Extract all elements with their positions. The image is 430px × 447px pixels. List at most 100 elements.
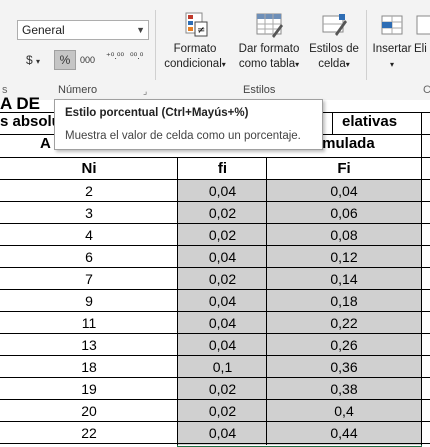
group-divider <box>366 10 367 80</box>
grid-line <box>0 201 430 202</box>
format-as-table-label-1: Dar formato <box>238 43 300 55</box>
grid-line <box>0 333 430 334</box>
cell-fi[interactable]: 0,04 <box>208 315 237 331</box>
conditional-format-button[interactable]: ≠ Formato condicional▾ <box>160 10 230 72</box>
cell-fi-cumulative[interactable]: 0,18 <box>330 293 358 309</box>
header-relative: elativas <box>342 113 398 130</box>
percent-style-button[interactable]: % <box>54 50 76 70</box>
cell-ni[interactable]: 13 <box>81 337 97 353</box>
grid-line <box>421 112 422 445</box>
delete-label: Eli <box>414 43 427 55</box>
chevron-down-icon: ▾ <box>36 57 41 66</box>
cell-styles-button[interactable]: Estilos de celda▾ <box>306 10 362 72</box>
currency-icon: $ <box>26 53 33 67</box>
thousands-icon: 000 <box>80 55 96 65</box>
cell-fi-cumulative[interactable]: 0,14 <box>330 271 358 287</box>
chevron-down-icon: ▾ <box>345 60 350 69</box>
currency-button[interactable]: $ ▾ <box>26 53 40 67</box>
cell-ni[interactable]: 22 <box>81 425 97 441</box>
chevron-down-icon: ▾ <box>295 60 300 69</box>
cell-fi-cumulative[interactable]: 0,26 <box>330 337 358 353</box>
cell-fi[interactable]: 0,02 <box>208 403 237 419</box>
percent-icon: % <box>59 53 71 67</box>
decrease-decimal-button[interactable]: ⁰⁰.⁰ <box>130 52 148 61</box>
cell-fi[interactable]: 0,04 <box>208 183 237 199</box>
cell-fi-cumulative[interactable]: 0,06 <box>330 205 358 221</box>
grid-line <box>0 179 430 180</box>
chevron-down-icon: ▾ <box>221 60 226 69</box>
grid-line <box>266 157 267 445</box>
cell-fi-cumulative[interactable]: 0,4 <box>334 403 354 419</box>
cell-fi-cumulative[interactable]: 0,12 <box>330 249 358 265</box>
ribbon: General ▼ $ ▾ % 000 ⁺⁰.⁰⁰ ⁰⁰.⁰ s Número … <box>0 0 430 101</box>
number-format-dropdown[interactable]: General ▼ <box>17 20 149 40</box>
table-title-partial: A DE <box>0 94 40 113</box>
partial-group-label-right: C <box>423 84 430 96</box>
grid-line <box>177 157 178 445</box>
chevron-down-icon: ▼ <box>136 25 145 35</box>
cell-ni[interactable]: 11 <box>81 315 97 331</box>
selected-range[interactable] <box>178 180 421 445</box>
cell-ni[interactable]: 9 <box>85 293 93 309</box>
cell-fi[interactable]: 0,04 <box>208 293 237 309</box>
cell-ni[interactable]: 19 <box>81 381 97 397</box>
cell-fi[interactable]: 0,04 <box>208 425 237 441</box>
cell-fi[interactable]: 0,02 <box>208 205 237 221</box>
delete-button[interactable]: Eli <box>414 10 430 57</box>
grid-line <box>0 112 80 113</box>
number-group-label: Número <box>58 84 98 96</box>
thousands-separator-button[interactable]: 000 <box>80 55 95 65</box>
cell-ni[interactable]: 2 <box>85 183 93 199</box>
cell-styles-label-1: Estilos de <box>309 43 359 55</box>
conditional-format-label-2: condicional <box>164 58 222 70</box>
grid-line <box>310 134 430 135</box>
cell-fi-cumulative[interactable]: 0,36 <box>330 359 358 375</box>
insert-cells-icon <box>377 10 407 40</box>
dialog-launcher-icon[interactable]: ⌟ <box>143 86 148 96</box>
grid-line <box>0 157 430 158</box>
cell-fi-cumulative[interactable]: 0,44 <box>330 425 358 441</box>
insert-button[interactable]: Insertar ▾ <box>370 10 414 72</box>
cell-ni[interactable]: 18 <box>81 359 97 375</box>
spreadsheet-grid[interactable]: A DE s absolu elativas A umulada Ni fi F… <box>0 94 430 447</box>
conditional-format-icon: ≠ <box>180 10 210 40</box>
percent-style-tooltip: Estilo porcentual (Ctrl+Mayús+%) Muestra… <box>54 99 323 150</box>
grid-line <box>0 245 430 246</box>
cell-fi-cumulative[interactable]: 0,04 <box>330 183 358 199</box>
cell-fi[interactable]: 0,02 <box>208 381 237 397</box>
chevron-down-icon: ▾ <box>389 60 394 69</box>
cell-ni[interactable]: 3 <box>85 205 93 221</box>
conditional-format-label-1: Formato <box>173 43 217 55</box>
grid-line <box>0 355 430 356</box>
partial-group-label-left: s <box>2 84 8 96</box>
grid-line <box>0 134 60 135</box>
col-header-fi: fi <box>217 160 228 177</box>
header-cumulative: umulada <box>313 135 375 152</box>
cell-fi[interactable]: 0,04 <box>208 249 237 265</box>
header-absolute: s absolu <box>0 113 61 130</box>
tooltip-title: Estilo porcentual (Ctrl+Mayús+%) <box>65 107 249 119</box>
format-as-table-icon <box>254 10 284 40</box>
cell-fi[interactable]: 0,04 <box>208 337 237 353</box>
header-a: A <box>40 135 51 152</box>
tooltip-description: Muestra el valor de celda como un porcen… <box>65 130 301 142</box>
grid-line <box>0 443 430 444</box>
cell-fi[interactable]: 0,02 <box>208 227 237 243</box>
col-header-ni: Ni <box>81 160 97 177</box>
format-as-table-label-2: como tabla <box>238 58 296 70</box>
cell-fi-cumulative[interactable]: 0,22 <box>330 315 358 331</box>
grid-line <box>332 112 333 134</box>
increase-decimal-button[interactable]: ⁺⁰.⁰⁰ <box>106 52 124 61</box>
cell-fi-cumulative[interactable]: 0,38 <box>330 381 358 397</box>
cell-fi[interactable]: 0,02 <box>208 271 237 287</box>
format-as-table-button[interactable]: Dar formato como tabla▾ <box>234 10 304 72</box>
cell-ni[interactable]: 7 <box>85 271 93 287</box>
cell-ni[interactable]: 4 <box>85 227 93 243</box>
cell-fi-cumulative[interactable]: 0,08 <box>330 227 358 243</box>
svg-text:≠: ≠ <box>197 25 205 36</box>
insert-label: Insertar <box>372 43 412 55</box>
cell-fi[interactable]: 0,1 <box>212 359 233 375</box>
cell-ni[interactable]: 20 <box>81 403 97 419</box>
cell-styles-label-2: celda <box>318 58 346 70</box>
cell-ni[interactable]: 6 <box>85 249 93 265</box>
